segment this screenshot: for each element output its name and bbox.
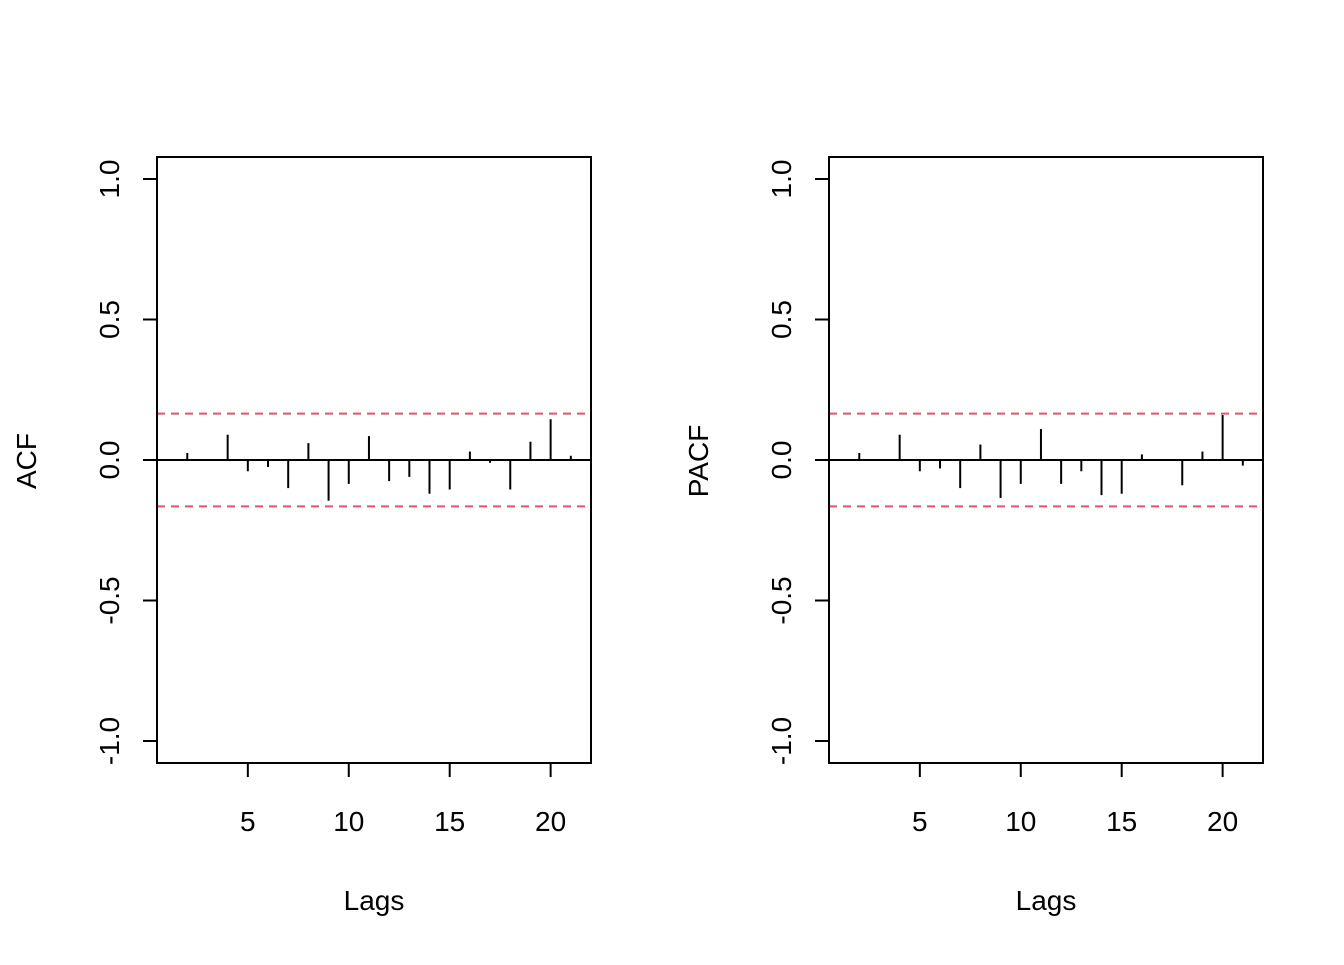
pacf-y-tick-label: 0.5 bbox=[766, 300, 797, 339]
pacf-spikes bbox=[858, 415, 1244, 498]
acf-y-tick-label: -0.5 bbox=[94, 576, 125, 624]
pacf-x-tick-label: 15 bbox=[1106, 806, 1137, 837]
acf-y-axis-title: ACF bbox=[11, 433, 42, 489]
pacf-x-tick-label: 5 bbox=[912, 806, 928, 837]
pacf-x-axis-title: Lags bbox=[1016, 885, 1077, 916]
pacf-panel: 5 10 15 20 -1.0 -0.5 0.0 0.5 1.0 Lags PACF bbox=[683, 156, 1264, 916]
acf-x-axis-title: Lags bbox=[344, 885, 405, 916]
acf-x-tick-label: 10 bbox=[333, 806, 364, 837]
pacf-confidence-bands bbox=[829, 412, 1263, 508]
acf-x-tick-label: 20 bbox=[535, 806, 566, 837]
pacf-y-tick-label: -0.5 bbox=[766, 576, 797, 624]
acf-y-tick-label: 1.0 bbox=[94, 160, 125, 199]
acf-confidence-bands bbox=[157, 412, 591, 508]
acf-y-tick-label: 0.0 bbox=[94, 441, 125, 480]
acf-spikes bbox=[186, 419, 572, 501]
pacf-y-tick-label: 1.0 bbox=[766, 160, 797, 199]
pacf-y-tick-label: -1.0 bbox=[766, 717, 797, 765]
acf-x-tick-label: 5 bbox=[240, 806, 256, 837]
acf-panel: 5 10 15 20 -1.0 -0.5 0.0 0.5 1.0 Lags ACF bbox=[11, 156, 592, 916]
acf-y-tick-label: 0.5 bbox=[94, 300, 125, 339]
acf-x-tick-label: 15 bbox=[434, 806, 465, 837]
pacf-y-axis-title: PACF bbox=[683, 425, 714, 498]
pacf-x-tick-label: 20 bbox=[1207, 806, 1238, 837]
pacf-x-tick-label: 10 bbox=[1005, 806, 1036, 837]
pacf-axes: 5 10 15 20 -1.0 -0.5 0.0 0.5 1.0 bbox=[766, 156, 1264, 837]
acf-y-tick-label: -1.0 bbox=[94, 717, 125, 765]
pacf-y-tick-label: 0.0 bbox=[766, 441, 797, 480]
acf-axes: 5 10 15 20 -1.0 -0.5 0.0 0.5 1.0 bbox=[94, 156, 592, 837]
